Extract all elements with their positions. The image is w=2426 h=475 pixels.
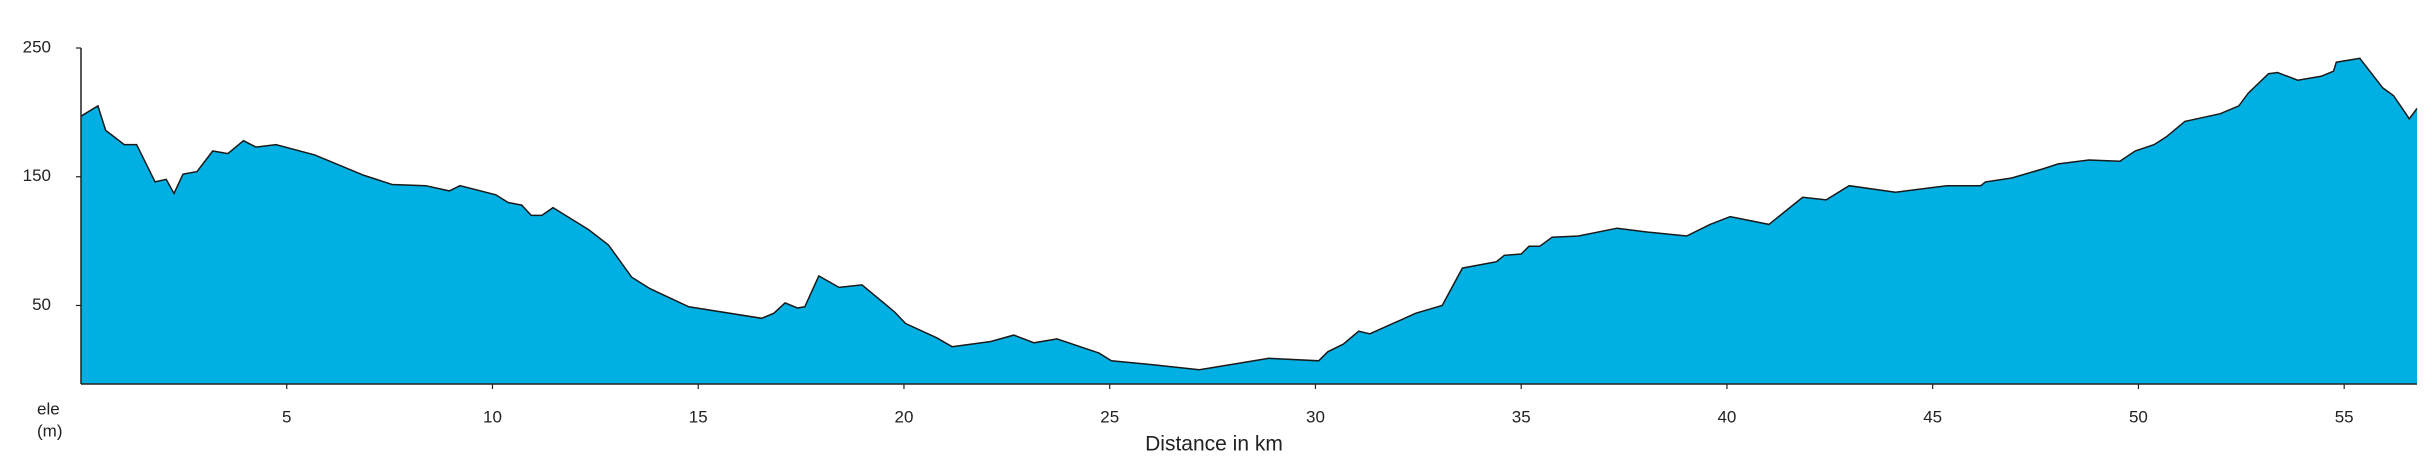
x-tick-label: 50 <box>2129 407 2148 426</box>
x-tick-label: 15 <box>689 407 708 426</box>
y-axis-label: ele <box>37 399 60 418</box>
y-tick-label: 250 <box>23 37 51 56</box>
x-tick-label: 55 <box>2335 407 2354 426</box>
x-tick-label: 35 <box>1512 407 1531 426</box>
y-tick-label: 150 <box>23 166 51 185</box>
x-axis-label: Distance in km <box>1145 433 1283 456</box>
x-tick-label: 20 <box>895 407 914 426</box>
x-tick-label: 10 <box>483 407 502 426</box>
x-tick-label: 45 <box>1923 407 1942 426</box>
x-tick-label: 30 <box>1306 407 1325 426</box>
elevation-line <box>80 57 2418 371</box>
x-tick-label: 25 <box>1100 407 1119 426</box>
y-tick-label: 50 <box>32 295 51 314</box>
elevation-area <box>81 58 2417 385</box>
y-axis-unit: (m) <box>37 421 62 440</box>
x-tick-label: 5 <box>282 407 291 426</box>
x-tick-label: 40 <box>1717 407 1736 426</box>
